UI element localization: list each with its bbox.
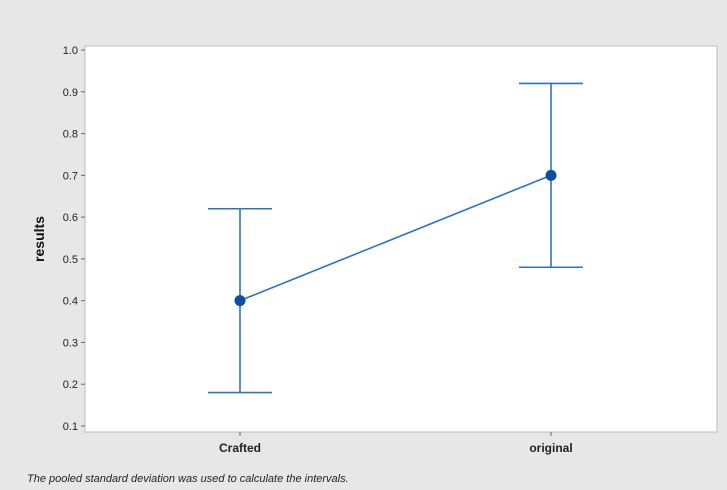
series-line xyxy=(239,174,552,302)
y-axis-ticks: 0.1 0.2 0.3 0.4 0.5 0.6 0.7 0.8 0.9 1.0 xyxy=(63,45,85,433)
y-tick-label: 0.8 xyxy=(63,129,78,141)
y-tick-label: 0.2 xyxy=(63,379,78,391)
chart-footnote: The pooled standard deviation was used t… xyxy=(27,473,349,485)
y-tick-label: 0.7 xyxy=(63,170,78,182)
mean-point xyxy=(234,295,246,307)
x-tick-label: Crafted xyxy=(219,441,261,455)
mean-point xyxy=(545,169,557,181)
x-axis-ticks: Crafted original xyxy=(219,432,573,455)
y-axis-title: results xyxy=(31,216,47,262)
y-tick-label: 1.0 xyxy=(63,45,78,57)
y-tick-label: 0.1 xyxy=(63,421,78,433)
plot-area xyxy=(84,45,718,433)
y-tick-label: 0.4 xyxy=(63,296,78,308)
y-tick-label: 0.3 xyxy=(63,337,78,349)
y-tick-label: 0.6 xyxy=(63,212,78,224)
y-tick-label: 0.5 xyxy=(63,254,78,266)
series-layer xyxy=(208,82,583,394)
y-tick-label: 0.9 xyxy=(63,87,78,99)
x-tick-label: original xyxy=(529,441,572,455)
